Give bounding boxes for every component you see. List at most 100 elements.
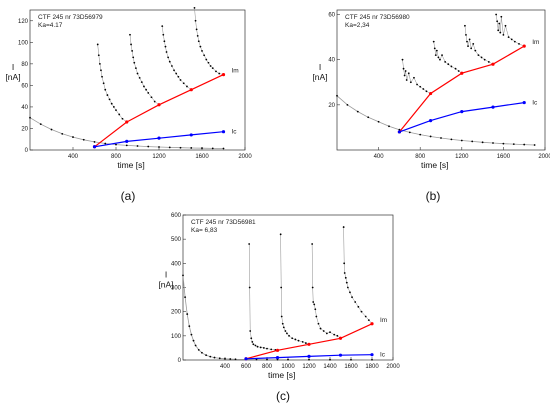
panel-c-series-ic-point xyxy=(338,353,343,357)
panel-a-transient-3-point xyxy=(186,85,188,88)
panel-b-transient-3-point xyxy=(465,33,467,36)
panel-b-transient-3-point xyxy=(467,45,469,48)
panel-c-decay-point xyxy=(287,358,289,361)
panel-c-decay-point xyxy=(350,358,352,361)
panel-c-transient-1-point xyxy=(248,243,251,245)
panel-c-transient-1-point xyxy=(259,346,262,349)
panel-a-ytick-label-100: 100 xyxy=(18,40,29,46)
panel-c-decay-point xyxy=(255,358,258,361)
panel-a-transient-4-point xyxy=(196,34,199,37)
panel-c-ytick-label-200: 200 xyxy=(171,310,182,316)
panel-c-transient-4-point xyxy=(342,226,345,228)
panel-b-transient-2-point xyxy=(457,70,460,72)
panel-b-legend-ka: Ka=2,34 xyxy=(345,22,370,29)
panel-c-transient-2-point xyxy=(280,286,283,289)
panel-b-ytick-label-40: 40 xyxy=(328,58,335,64)
panel-c-transient-2-point xyxy=(301,340,304,343)
panel-a-transient-3-point xyxy=(167,56,170,59)
panel-c-decay-point xyxy=(224,357,226,360)
panel-c-caption: (c) xyxy=(276,389,290,403)
panel-c-decay-point xyxy=(192,339,195,342)
panel-c-series-ic-point xyxy=(244,357,248,361)
panel-c-ylabel-symbol: I xyxy=(165,269,167,279)
panel-b-decay-point xyxy=(419,133,422,136)
panel-c-decay-point xyxy=(329,358,331,361)
panel-b-transient-4-point xyxy=(500,15,503,18)
panel-a-transient-2-point xyxy=(140,81,143,84)
panel-b-series-ic-point xyxy=(522,100,526,105)
panel-a-decay-point xyxy=(125,144,128,147)
panel-b-transient-4-point xyxy=(513,40,516,43)
panel-a-transient-4-point xyxy=(203,54,206,57)
panel-c-decay-point xyxy=(205,354,208,357)
panel-a-decay-point xyxy=(50,128,53,131)
panel-a-decay-point xyxy=(93,141,96,143)
panel-a-transient-3-point xyxy=(165,51,168,53)
panel-c-transient-2-point xyxy=(288,334,290,337)
panel-b-legend-title: CTF 245 nr 73D56980 xyxy=(345,14,410,21)
panel-a-decay-point xyxy=(104,142,107,145)
panel-a-transient-3-point xyxy=(177,75,180,78)
panel-b-decay-point xyxy=(502,142,505,145)
panel-a-transient-1-point xyxy=(121,117,124,120)
panel-b-decay-point xyxy=(398,128,401,131)
panel-c-transient-1-point xyxy=(262,347,265,349)
panel-b-transient-2-point xyxy=(454,67,457,70)
panel-b-series-ic-point xyxy=(429,119,433,123)
panel-c-ytick-label-100: 100 xyxy=(171,334,182,340)
panel-c-transient-2-point xyxy=(291,337,294,340)
panel-c-series-ic-point xyxy=(307,354,311,358)
panel-b-xtick-label-2000: 2000 xyxy=(538,154,550,160)
panel-b-ylabel-unit: [nA] xyxy=(312,72,327,82)
panel-a-decay-point xyxy=(211,147,214,150)
panel-a: 0 20 40 60 80 100 120 400 800 1200 1600 2000 CTF 24… xyxy=(5,6,252,203)
panel-a-xtick-label-2000: 2000 xyxy=(238,154,252,160)
panel-c-ytick-label-600: 600 xyxy=(171,213,182,219)
panel-c-decay-point xyxy=(188,325,191,328)
panel-c-transient-2-point xyxy=(281,322,284,325)
panel-a-transient-4-point xyxy=(194,19,197,22)
panel-c-decay-point xyxy=(197,348,200,351)
panel-c-transient-1-point xyxy=(250,337,253,340)
panel-c-transient-1-point xyxy=(254,344,257,347)
panel-c-transient-1-point xyxy=(256,345,259,348)
panel-b-transient-1-point xyxy=(425,90,428,93)
panel-b-xtick-label-400: 400 xyxy=(374,154,385,160)
panel-a-transient-4-point xyxy=(215,70,217,73)
panel-a-transient-3-point xyxy=(171,65,173,67)
panel-b-transient-4-point xyxy=(502,33,505,36)
panel-a-decay-point xyxy=(39,123,42,126)
panel-a-decay-point xyxy=(190,147,193,149)
panel-a-ylabel-unit: [nA] xyxy=(5,72,20,82)
panel-c-decay-point xyxy=(194,344,197,347)
panel-b-transient-2-point xyxy=(435,49,438,52)
panel-c-transient-2-point xyxy=(297,339,300,342)
panel-a-transient-2-point xyxy=(143,85,145,88)
panel-a-decay-point xyxy=(158,146,160,148)
panel-b-decay-point xyxy=(450,138,453,141)
panel-b-decay-point xyxy=(429,135,432,138)
panel-a-transient-3-point xyxy=(168,60,171,63)
panel-c-transient-1-point xyxy=(266,347,268,350)
panel-b: 20 40 60 400 800 1200 1600 2000 CTF 245 nr 73D5… xyxy=(312,9,550,203)
panel-a-ytick-label-40: 40 xyxy=(21,105,28,111)
panel-c-transient-3-point xyxy=(315,315,318,318)
panel-b-ytick-label-20: 20 xyxy=(328,103,335,109)
panel-b-transient-2-point xyxy=(433,47,436,50)
panel-c-transient-4-point xyxy=(343,262,346,265)
panel-a-transient-2-point xyxy=(132,56,135,59)
panel-b-decay-point xyxy=(388,125,390,128)
panel-a-transient-4-point xyxy=(197,40,200,43)
panel-a-xtick-label-400: 400 xyxy=(68,154,79,160)
panel-c-transient-2-point xyxy=(282,326,285,329)
panel-c-transient-3-point xyxy=(312,301,315,303)
panel-b-transient-2-point xyxy=(444,61,447,63)
panel-c-transient-3-point xyxy=(311,243,314,245)
panel-b-decay-point xyxy=(481,141,484,144)
panel-c-transient-4-point xyxy=(367,319,370,322)
panel-c-decay-point xyxy=(186,313,189,315)
panel-b-decay-point xyxy=(346,103,349,106)
panel-c-transient-2-point xyxy=(286,332,288,335)
panel-c-decay-point xyxy=(308,358,310,361)
